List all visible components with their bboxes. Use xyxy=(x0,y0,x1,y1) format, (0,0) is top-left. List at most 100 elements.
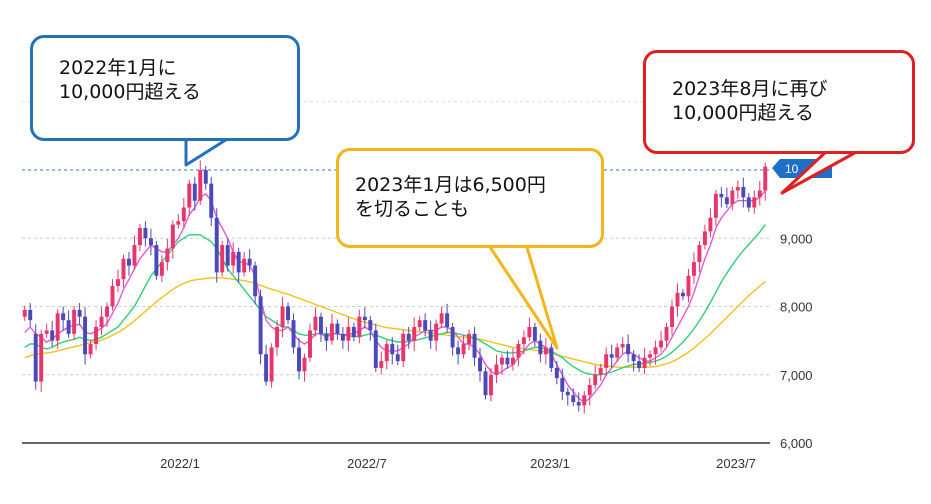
candle xyxy=(44,323,49,338)
callout-2023-01-line-1: 2023年1月は6,500円 xyxy=(355,174,546,196)
candle-body xyxy=(318,316,323,334)
candle xyxy=(510,348,515,371)
candle-body xyxy=(582,395,587,406)
candle xyxy=(33,324,38,390)
x-tick-label: 2022/7 xyxy=(347,456,387,471)
candle-body xyxy=(565,391,570,396)
candle xyxy=(308,323,312,362)
candle xyxy=(637,354,642,373)
candle xyxy=(483,367,488,400)
candle-body xyxy=(373,330,378,368)
candle xyxy=(192,176,197,211)
candle-body xyxy=(642,357,647,368)
candle-body xyxy=(532,326,537,341)
x-axis-ticks: 2022/1 2022/7 2023/1 2023/7 xyxy=(160,456,756,471)
candle xyxy=(516,339,521,366)
candle-body xyxy=(269,347,274,382)
candle xyxy=(132,235,137,270)
candle xyxy=(116,269,120,293)
candle xyxy=(264,344,269,386)
candle-body xyxy=(412,326,417,341)
candle xyxy=(741,177,746,208)
candle-body xyxy=(757,190,762,198)
candle-body xyxy=(253,265,258,297)
candle-body xyxy=(587,384,592,396)
candle xyxy=(724,187,729,209)
candle xyxy=(719,187,724,208)
candle-body xyxy=(735,187,740,191)
candle-body xyxy=(44,330,49,334)
candle-body xyxy=(165,248,170,263)
candle-body xyxy=(752,197,757,208)
y-tick-label: 8,000 xyxy=(780,300,813,315)
candle-body xyxy=(247,258,252,266)
candle xyxy=(176,214,181,229)
candle xyxy=(489,367,493,402)
candle xyxy=(609,344,614,368)
price-marker-label: 10 xyxy=(785,162,799,176)
candle xyxy=(225,238,230,272)
candle xyxy=(428,320,433,349)
candle xyxy=(664,322,669,347)
candle xyxy=(445,303,450,334)
candle-body xyxy=(329,323,334,341)
candle-body xyxy=(351,326,356,338)
candle-body xyxy=(593,374,598,385)
candle-body xyxy=(22,309,27,317)
candle xyxy=(746,193,751,212)
candle xyxy=(752,190,757,214)
candle xyxy=(340,326,345,349)
candle-body xyxy=(609,354,614,358)
candle xyxy=(499,353,504,375)
candle xyxy=(417,316,422,332)
candle xyxy=(467,329,472,351)
candle xyxy=(521,330,526,355)
candle xyxy=(22,305,27,321)
candle xyxy=(203,165,208,190)
candle xyxy=(565,387,570,406)
candle-body xyxy=(121,258,126,280)
candle-body xyxy=(626,344,631,355)
candle xyxy=(395,344,400,366)
candle-body xyxy=(648,354,653,358)
candle xyxy=(99,307,104,336)
candle-body xyxy=(538,340,543,355)
candle-body xyxy=(105,306,109,317)
candle-body xyxy=(664,326,669,341)
candle-body xyxy=(472,333,477,358)
candle xyxy=(236,247,241,283)
candle xyxy=(362,307,367,329)
candle-body xyxy=(560,378,565,392)
candle xyxy=(110,279,115,311)
candle xyxy=(61,306,66,331)
candle xyxy=(373,323,378,373)
candle xyxy=(439,306,444,328)
candle-body xyxy=(66,320,71,334)
candle xyxy=(269,343,274,388)
candle xyxy=(730,186,735,211)
candle xyxy=(390,337,395,365)
candle-body xyxy=(116,279,120,287)
candle-body xyxy=(670,306,674,327)
candle xyxy=(686,268,691,303)
candle xyxy=(461,334,466,359)
candle xyxy=(126,251,131,276)
candle-body xyxy=(554,367,559,379)
candle xyxy=(280,296,285,338)
x-tick-label: 2023/1 xyxy=(530,456,570,471)
candle xyxy=(670,299,674,336)
x-tick-label: 2022/1 xyxy=(160,456,200,471)
candle-body xyxy=(258,296,263,355)
candle-body xyxy=(198,170,203,201)
candle-body xyxy=(28,309,33,321)
candle-body xyxy=(719,193,724,198)
candle xyxy=(423,313,428,337)
candle-body xyxy=(620,344,625,348)
candle xyxy=(642,348,647,375)
candle xyxy=(55,309,60,349)
candle-body xyxy=(324,333,329,341)
candle xyxy=(247,249,252,272)
candle xyxy=(626,334,631,363)
candle xyxy=(406,326,411,349)
